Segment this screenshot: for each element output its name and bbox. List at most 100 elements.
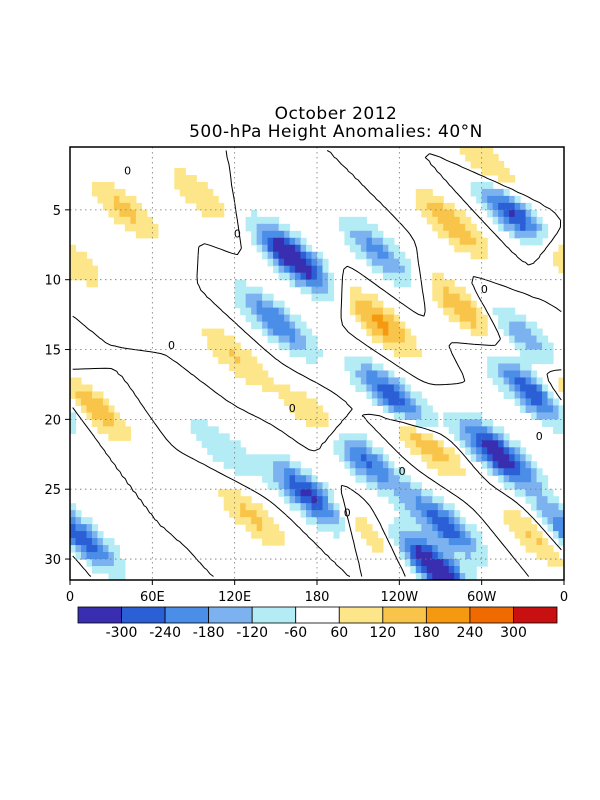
anomaly-cell — [245, 223, 252, 232]
anomaly-cell — [421, 489, 428, 497]
anomaly-cell — [355, 356, 362, 365]
anomaly-cell — [481, 188, 488, 197]
anomaly-cell — [229, 461, 236, 469]
anomaly-cell — [454, 517, 461, 525]
anomaly-cell — [382, 391, 389, 400]
anomaly-cell — [371, 258, 378, 267]
anomaly-cell — [481, 321, 488, 330]
anomaly-cell — [476, 230, 483, 239]
anomaly-cell — [443, 279, 450, 288]
anomaly-cell — [311, 475, 318, 483]
anomaly-cell — [536, 223, 543, 232]
colorbar: -300 -240 -180 -120 -60 60 120 180 240 300 — [77, 606, 558, 641]
anomaly-cell — [256, 461, 263, 469]
anomaly-cell — [366, 251, 373, 260]
anomaly-cell — [503, 195, 510, 204]
anomaly-cell — [223, 349, 230, 358]
anomaly-cell — [338, 454, 346, 462]
anomaly-cell — [558, 524, 564, 532]
anomaly-cell — [317, 419, 324, 427]
anomaly-cell — [470, 412, 477, 420]
anomaly-cell — [229, 454, 236, 462]
anomaly-cell — [70, 377, 77, 386]
anomaly-cell — [201, 195, 208, 204]
anomaly-cell — [251, 503, 258, 511]
anomaly-cell — [432, 566, 439, 574]
anomaly-cell — [421, 419, 428, 427]
anomaly-cell — [382, 237, 389, 246]
anomaly-cell — [75, 510, 82, 518]
anomaly-cell — [481, 251, 488, 260]
anomaly-cell — [525, 461, 532, 469]
anomaly-cell — [415, 447, 422, 455]
anomaly-cell — [514, 223, 521, 232]
anomaly-cell — [542, 412, 549, 420]
anomaly-cell — [509, 384, 516, 393]
anomaly-cell — [273, 531, 280, 539]
anomaly-cell — [481, 545, 488, 553]
anomaly-cell — [520, 517, 527, 525]
anomaly-cell — [404, 531, 411, 539]
anomaly-cell — [289, 272, 296, 281]
anomaly-cell — [300, 489, 307, 497]
anomaly-cell — [267, 230, 274, 239]
anomaly-cell — [498, 454, 505, 462]
anomaly-cell — [240, 496, 247, 504]
anomaly-cell — [388, 321, 395, 330]
anomaly-cell — [525, 489, 532, 497]
anomaly-cell — [410, 517, 417, 525]
x-tick-label: 60E — [140, 590, 165, 605]
anomaly-cell — [448, 237, 455, 246]
anomaly-cell — [448, 279, 455, 288]
colorbar-swatch — [251, 606, 297, 624]
anomaly-cell — [520, 216, 527, 225]
anomaly-cell — [503, 174, 510, 183]
anomaly-cell — [487, 440, 494, 448]
anomaly-cell — [443, 552, 450, 560]
anomaly-cell — [317, 412, 324, 420]
anomaly-cell — [498, 370, 505, 379]
anomaly-cell — [487, 195, 494, 204]
anomaly-cell — [432, 209, 439, 218]
anomaly-cell — [492, 209, 499, 218]
anomaly-cell — [80, 405, 88, 413]
anomaly-cell — [514, 454, 521, 462]
anomaly-cell — [487, 153, 494, 162]
anomaly-cell — [437, 447, 444, 455]
anomaly-cell — [432, 510, 439, 518]
anomaly-cell — [399, 321, 406, 330]
anomaly-cell — [542, 545, 549, 553]
anomaly-cell — [97, 195, 104, 204]
anomaly-cell — [119, 209, 126, 218]
anomaly-cell — [503, 482, 510, 490]
anomaly-cell — [388, 335, 395, 344]
anomaly-cell — [514, 328, 521, 337]
anomaly-cell — [454, 314, 461, 323]
anomaly-cell — [498, 363, 505, 372]
anomaly-cell — [393, 335, 400, 344]
anomaly-cell — [245, 356, 252, 365]
anomaly-cell — [113, 216, 120, 225]
anomaly-cell — [459, 426, 466, 434]
anomaly-cell — [393, 531, 400, 539]
anomaly-cell — [311, 517, 318, 525]
anomaly-cell — [360, 384, 367, 393]
anomaly-cell — [108, 573, 115, 580]
anomaly-cell — [377, 335, 384, 344]
anomaly-cell — [465, 447, 472, 455]
anomaly-cell — [262, 370, 269, 379]
anomaly-cell — [124, 223, 131, 232]
anomaly-cell — [470, 524, 477, 532]
anomaly-cell — [465, 153, 472, 162]
anomaly-cell — [525, 405, 532, 413]
anomaly-cell — [371, 384, 378, 393]
anomaly-cell — [432, 202, 439, 211]
anomaly-cell — [514, 370, 521, 379]
anomaly-cell — [300, 258, 307, 267]
anomaly-cell — [355, 433, 362, 441]
anomaly-cell — [421, 510, 428, 518]
anomaly-cell — [377, 461, 384, 469]
anomaly-cell — [393, 244, 400, 253]
anomaly-cell — [317, 489, 324, 497]
